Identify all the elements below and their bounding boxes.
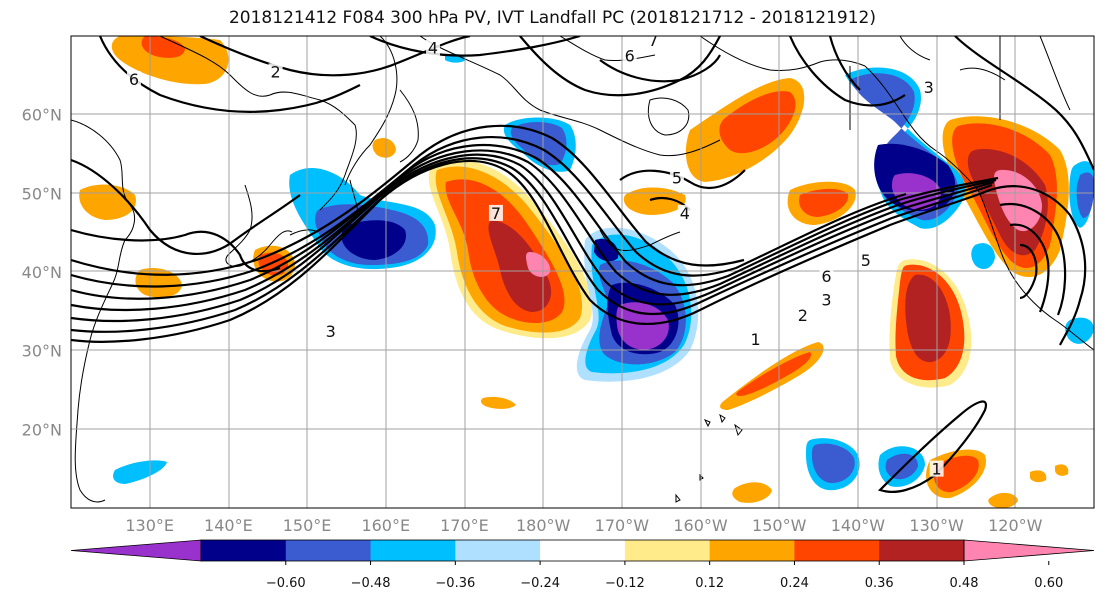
- lon-label: 130°E: [125, 516, 174, 535]
- contour-label-bg: [646, 36, 661, 48]
- colorbar-swatch: [370, 540, 456, 561]
- lon-label: 180°W: [516, 516, 571, 535]
- contour-label-bg: [677, 204, 692, 221]
- colorbar-tick-label: −0.36: [435, 576, 475, 591]
- colorbar-swatch: [709, 540, 795, 561]
- contour-label-bg: [921, 79, 936, 96]
- lon-label: 120°W: [988, 516, 1043, 535]
- colorbar-tick-label: −0.24: [520, 576, 560, 591]
- lat-label: 30°N: [22, 342, 62, 361]
- contour-label-bg: [323, 322, 338, 339]
- contour-label: 5: [672, 169, 682, 188]
- contour-label: 3: [821, 290, 831, 309]
- contour-label: 5: [861, 251, 871, 270]
- colorbar-tick-label: 0.48: [950, 576, 979, 591]
- colorbar-tick-label: 0.60: [1034, 576, 1063, 591]
- lon-label: 170°W: [595, 516, 650, 535]
- contour-label-bg: [795, 307, 810, 324]
- ivt-contours: [71, 36, 1094, 493]
- contour-label: 3: [326, 322, 336, 341]
- colorbar-tick-label: 0.24: [780, 576, 809, 591]
- lon-label: 150°W: [752, 516, 807, 535]
- lat-label: 40°N: [22, 263, 62, 282]
- contour-label: 4: [680, 204, 690, 223]
- contour-label: 6: [821, 267, 831, 286]
- colorbar-tick-label: −0.48: [351, 576, 391, 591]
- colorbar-tick-label: 0.12: [695, 576, 724, 591]
- colorbar-tick-label: −0.12: [605, 576, 645, 591]
- contour-label-bg: [819, 291, 834, 308]
- lat-label: 20°N: [22, 420, 62, 439]
- contour-label-bg: [622, 47, 637, 64]
- colorbar-low-extend: [70, 539, 202, 562]
- contour-label-bg: [858, 252, 873, 269]
- contour-label-bg: [669, 169, 684, 186]
- lat-label: 50°N: [22, 184, 62, 203]
- colorbar-tick-label: 0.36: [865, 576, 894, 591]
- colorbar-swatch: [201, 540, 287, 561]
- contour-label: 2: [798, 306, 808, 325]
- colorbar-swatch: [794, 540, 880, 561]
- contour-label: 7: [491, 204, 501, 223]
- contour-label: 4: [428, 39, 438, 58]
- lon-label: 160°W: [673, 516, 728, 535]
- contour-label: 1: [751, 330, 761, 349]
- colorbar-ticks: −0.60 −0.48 −0.36 −0.24 −0.12 0.12 0.24 0.36 0.4…: [266, 561, 1063, 591]
- contour-label: 2: [271, 62, 281, 81]
- graticule: [71, 36, 1094, 508]
- colorbar-swatch: [879, 540, 965, 561]
- contour-label: 1: [932, 460, 942, 479]
- contour-label-bg: [748, 330, 763, 347]
- contour-label: 6: [625, 47, 635, 66]
- contour-label-bg: [126, 71, 141, 88]
- colorbar-swatch: [540, 540, 626, 561]
- colorbar-swatch: [624, 540, 711, 561]
- map-frame: [70, 35, 1095, 509]
- lon-label: 160°E: [361, 516, 410, 535]
- colorbar-swatch: [455, 540, 541, 561]
- contour-label: 3: [924, 78, 934, 97]
- colorbar-tick-label: −0.60: [266, 576, 306, 591]
- lon-label: 150°E: [283, 516, 332, 535]
- map-title: 2018121412 F084 300 hPa PV, IVT Landfall…: [228, 8, 876, 28]
- lon-label: 130°W: [909, 516, 964, 535]
- contour-label-bg: [488, 204, 503, 221]
- lon-label: 140°E: [204, 516, 253, 535]
- longitude-labels: 130°E 140°E 150°E 160°E 170°E 180°W 170°W 160°W…: [125, 516, 1042, 535]
- contour-label-bg: [819, 267, 834, 284]
- colorbar-high-extend: [963, 539, 1095, 562]
- contour-label-bg: [268, 63, 283, 80]
- colorbar-frame: [200, 539, 965, 562]
- lon-label: 140°W: [831, 516, 886, 535]
- latitude-labels: 60°N 50°N 40°N 30°N 20°N: [22, 106, 62, 440]
- colorbar-swatch: [285, 540, 372, 561]
- contour-label: 6: [129, 70, 139, 89]
- positive-anomaly-blobs: [79, 36, 1069, 508]
- colorbar: [70, 539, 1095, 562]
- contour-label: 7: [648, 31, 658, 50]
- lat-label: 60°N: [22, 106, 62, 125]
- contour-label-bg: [425, 39, 440, 56]
- contour-label-bg: [929, 460, 944, 477]
- lon-label: 170°E: [440, 516, 489, 535]
